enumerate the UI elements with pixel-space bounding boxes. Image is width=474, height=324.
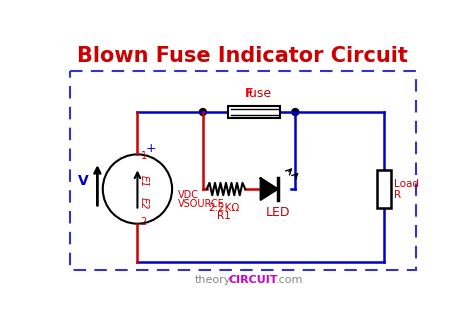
Text: E1: E1: [138, 175, 148, 188]
Text: VDC: VDC: [178, 190, 199, 200]
Text: CIRCUIT: CIRCUIT: [228, 275, 278, 285]
Circle shape: [292, 109, 299, 115]
Text: E2: E2: [138, 197, 148, 209]
Text: V: V: [78, 174, 89, 188]
Bar: [228, 106, 280, 118]
Bar: [70, 71, 416, 270]
Text: 2.2KΩ: 2.2KΩ: [209, 203, 240, 213]
Text: Blown Fuse Indicator Circuit: Blown Fuse Indicator Circuit: [77, 46, 409, 66]
Polygon shape: [261, 178, 278, 200]
Bar: [377, 170, 391, 208]
Text: theory: theory: [195, 275, 232, 285]
Text: LED: LED: [265, 206, 290, 219]
Text: R: R: [394, 190, 401, 200]
Text: .com: .com: [275, 275, 302, 285]
Text: +: +: [146, 142, 156, 155]
Text: 1: 1: [140, 151, 146, 161]
Text: use: use: [249, 87, 271, 100]
Text: F: F: [245, 87, 253, 100]
Text: R1: R1: [217, 211, 231, 221]
Circle shape: [200, 109, 206, 115]
Text: VSOURCE: VSOURCE: [178, 200, 225, 209]
Text: Load: Load: [394, 179, 419, 190]
Text: 2: 2: [140, 217, 147, 227]
